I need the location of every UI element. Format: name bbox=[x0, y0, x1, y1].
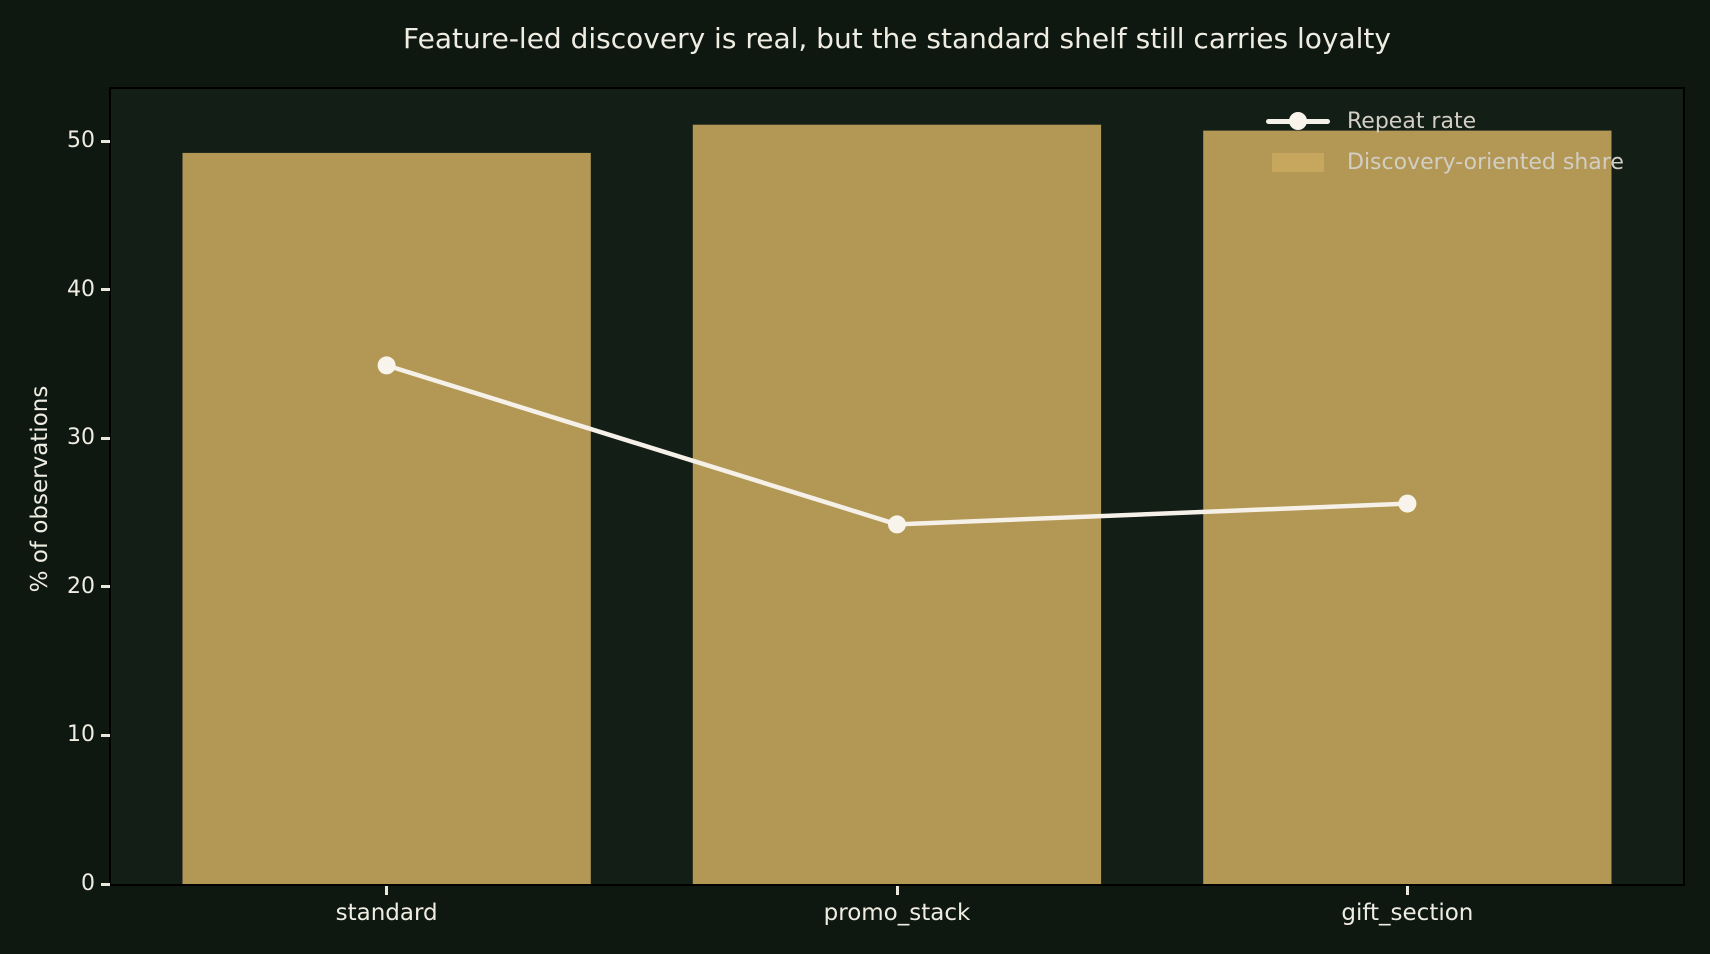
bar-standard bbox=[182, 152, 591, 884]
y-tick-label: 30 bbox=[67, 425, 95, 451]
y-tick-mark bbox=[101, 288, 110, 292]
y-tick-mark bbox=[101, 733, 110, 737]
x-tick-label-promo_stack: promo_stack bbox=[823, 900, 971, 926]
x-tick-mark bbox=[385, 886, 389, 895]
legend-item-discovery-share: Discovery-oriented share bbox=[1266, 142, 1624, 183]
y-tick-mark bbox=[101, 585, 110, 589]
y-tick-mark bbox=[101, 882, 110, 886]
x-tick-mark bbox=[895, 886, 899, 895]
bar-promo_stack bbox=[692, 124, 1102, 884]
y-tick-mark bbox=[101, 436, 110, 440]
repeat-rate-marker bbox=[377, 356, 396, 375]
chart-title: Feature-led discovery is real, but the s… bbox=[403, 22, 1391, 55]
bar-swatch-icon bbox=[1266, 142, 1330, 183]
y-tick-label: 40 bbox=[67, 276, 95, 302]
y-tick-label: 0 bbox=[81, 871, 95, 896]
legend-label: Discovery-oriented share bbox=[1347, 150, 1624, 175]
x-tick-label-gift_section: gift_section bbox=[1341, 900, 1474, 926]
chart-canvas bbox=[182, 124, 1612, 884]
repeat-rate-marker bbox=[1398, 494, 1417, 513]
y-tick-label: 10 bbox=[67, 722, 95, 748]
x-tick-mark bbox=[1405, 886, 1409, 895]
x-tick-label-standard: standard bbox=[335, 900, 438, 926]
legend-label: Repeat rate bbox=[1347, 109, 1477, 134]
y-tick-label: 50 bbox=[67, 128, 95, 153]
legend-item-repeat-rate: Repeat rate bbox=[1266, 101, 1624, 142]
y-tick-label: 20 bbox=[67, 573, 95, 599]
y-tick-mark bbox=[101, 139, 110, 143]
legend: Repeat rate Discovery-oriented share bbox=[1266, 101, 1624, 183]
repeat-rate-marker bbox=[888, 515, 906, 534]
line-marker-icon bbox=[1266, 101, 1330, 142]
y-axis-label: % of observations bbox=[27, 385, 53, 593]
